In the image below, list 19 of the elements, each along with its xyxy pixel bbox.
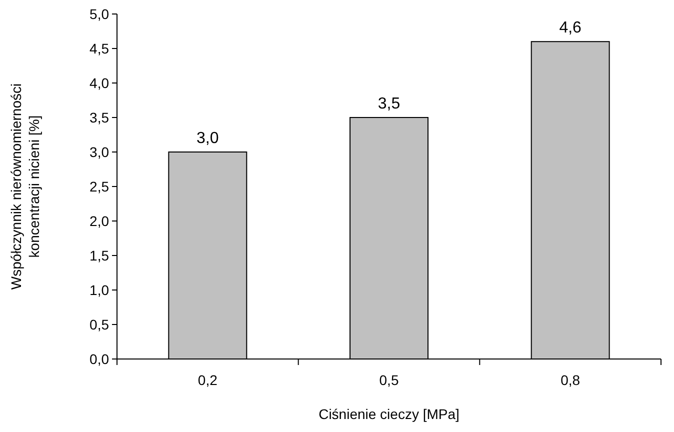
y-tick-label: 0,5: [90, 316, 110, 332]
x-tick-label: 0,5: [379, 372, 399, 388]
x-tick-label: 0,2: [198, 372, 218, 388]
x-tick-label: 0,8: [560, 372, 580, 388]
x-axis-title: Ciśnienie cieczy [MPa]: [318, 406, 460, 422]
y-tick-label: 2,5: [90, 178, 110, 194]
y-tick-label: 3,0: [90, 144, 110, 160]
y-tick-label: 1,0: [90, 282, 110, 298]
y-tick-label: 4,0: [90, 74, 110, 91]
y-tick-label: 1,5: [90, 247, 110, 264]
y-tick-label: 3,5: [90, 109, 110, 126]
data-label: 4,6: [559, 20, 582, 37]
y-tick-label: 4,5: [90, 40, 110, 56]
y-tick-label: 5,0: [90, 6, 110, 22]
y-axis-title: Współczynnik nierównomierności koncentracji nicieni [%]: [8, 83, 42, 290]
data-label: 3,5: [378, 96, 400, 112]
data-label: 3,0: [196, 130, 219, 147]
y-tick-label: 0,0: [90, 350, 110, 367]
y-tick-label: 2,0: [90, 212, 110, 229]
